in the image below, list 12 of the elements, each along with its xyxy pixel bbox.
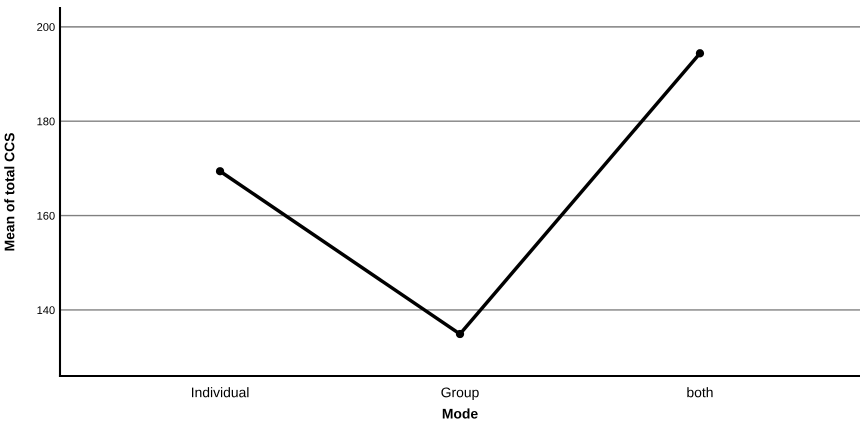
y-tick-label: 200 <box>37 23 55 32</box>
point <box>696 49 704 58</box>
x-tick-label: Individual <box>192 387 248 398</box>
point <box>216 167 224 176</box>
y-tick-label: 160 <box>37 212 55 220</box>
y-tick-label: 180 <box>37 118 55 126</box>
y-tick-label: 140 <box>37 306 55 314</box>
point <box>456 330 464 338</box>
x-axis-title: Mode <box>442 408 478 419</box>
y-axis-title: Mean of total CCS <box>4 133 14 250</box>
x-tick-label: Group <box>441 387 479 400</box>
x-tick-label: both <box>687 387 713 398</box>
